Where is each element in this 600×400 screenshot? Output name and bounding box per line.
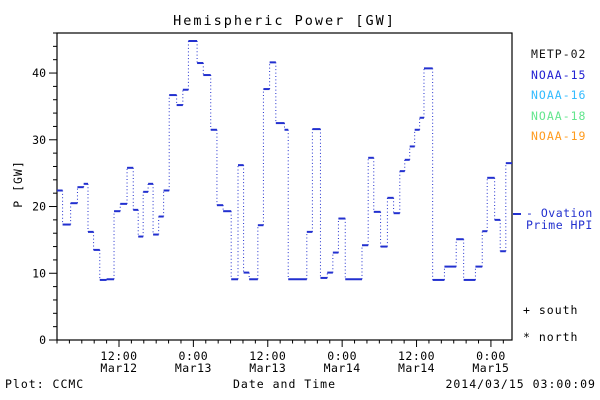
x-tick-date-label: Mar14: [324, 361, 361, 375]
x-tick-date-label: Mar13: [175, 361, 212, 375]
x-tick-date-label: Mar14: [398, 361, 435, 375]
y-tick-label: 0: [39, 333, 46, 347]
plot-frame: [56, 32, 513, 341]
legend-south-marker-label: + south: [523, 303, 579, 317]
x-tick-time-label: 0:00: [327, 349, 357, 363]
x-tick-date-label: Mar15: [472, 361, 509, 375]
x-tick-time-label: 12:00: [100, 349, 137, 363]
chart-title: Hemispheric Power [GW]: [173, 13, 396, 29]
legend-satellite-label: NOAA-16: [531, 88, 587, 102]
legend-north-marker-label: * north: [523, 330, 579, 344]
legend-satellite-label: NOAA-19: [531, 129, 587, 143]
y-tick-label: 20: [32, 200, 46, 214]
legend-satellite-label: NOAA-15: [531, 67, 587, 82]
footer-plot-credit: Plot: CCMC: [5, 377, 85, 391]
x-axis-title: Date and Time: [232, 377, 336, 391]
x-tick-time-label: 0:00: [179, 349, 209, 363]
x-tick-time-label: 12:00: [249, 349, 286, 363]
footer-timestamp: 2014/03/15 03:00:09: [445, 377, 596, 391]
legend-ovation-line2: Prime HPI: [526, 218, 593, 232]
x-tick-date-label: Mar13: [249, 361, 286, 375]
legend-ovation-label: - Ovation Prime HPI: [526, 207, 598, 231]
x-tick-time-label: 0:00: [476, 349, 506, 363]
y-tick-label: 30: [32, 133, 46, 147]
x-tick-time-label: 12:00: [398, 349, 435, 363]
x-tick-date-label: Mar12: [100, 361, 137, 375]
y-axis-label: P [GW]: [11, 160, 25, 208]
legend-satellite-label: METP-02: [531, 47, 587, 61]
y-tick-label: 10: [32, 266, 46, 280]
legend-satellite-label: NOAA-18: [531, 108, 587, 123]
y-tick-label: 40: [32, 66, 46, 80]
legend-ovation-line1: - Ovation: [526, 206, 593, 220]
